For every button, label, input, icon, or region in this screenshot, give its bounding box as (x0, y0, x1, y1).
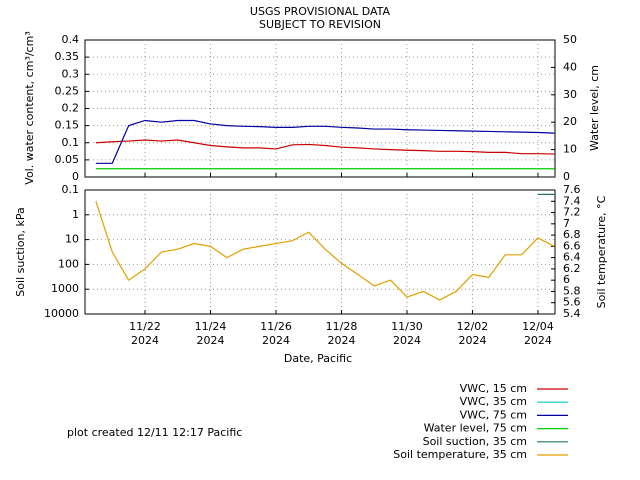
y-axis-label: Vol. water content, cm³/cm³ (23, 31, 36, 184)
x-tick-label: 11/24 2024 (195, 320, 227, 347)
y2-tick-label: 6.8 (563, 228, 581, 241)
plot-frame (84, 189, 556, 315)
annotation: plot created 12/11 12:17 Pacific (67, 426, 242, 439)
y2-tick-label: 6.2 (563, 262, 581, 275)
y-axis-label: Soil suction, kPa (14, 207, 27, 296)
legend-label: Soil suction, 35 cm (423, 435, 527, 448)
x-tick-label: 12/02 2024 (457, 320, 489, 347)
y2-tick-label: 6.4 (563, 251, 581, 264)
x-tick-label: 11/26 2024 (260, 320, 292, 347)
y-tick-label: 0.4 (62, 33, 80, 46)
chart-subtitle: SUBJECT TO REVISION (259, 18, 381, 31)
y-tick-label: 0.05 (55, 153, 80, 166)
legend-label: Water level, 75 cm (424, 422, 527, 435)
x-tick-label: 11/30 2024 (391, 320, 423, 347)
y2-tick-label: 50 (563, 33, 577, 46)
x-tick-label: 11/28 2024 (326, 320, 358, 347)
y2-axis-label: Water level, cm (588, 65, 601, 151)
legend-label: VWC, 15 cm (460, 382, 527, 395)
legend-label: Soil temperature, 35 cm (393, 448, 527, 461)
y2-tick-label: 7.2 (563, 206, 581, 219)
y2-tick-label: 5.6 (563, 296, 581, 309)
y-tick-label: 0.15 (55, 119, 80, 132)
legend-label: VWC, 35 cm (460, 395, 527, 408)
y2-tick-label: 0 (563, 170, 570, 183)
y-tick-label: 0 (72, 170, 79, 183)
y2-axis-label: Soil temperature, °C (595, 195, 608, 308)
y-tick-label: 0.2 (62, 102, 80, 115)
y2-tick-label: 5.4 (563, 307, 581, 320)
y2-tick-label: 5.8 (563, 284, 581, 297)
y-tick-label: 0.35 (55, 50, 80, 63)
series-line (95, 139, 555, 155)
y-tick-label: 0.1 (62, 183, 80, 196)
y-tick-label: 10 (65, 233, 79, 246)
y2-tick-label: 6.6 (563, 239, 581, 252)
y2-tick-label: 7 (563, 217, 570, 230)
y2-tick-label: 30 (563, 88, 577, 101)
x-tick-label: 12/04 2024 (522, 320, 554, 347)
x-tick-label: 11/22 2024 (129, 320, 161, 347)
y-tick-label: 0.1 (62, 136, 80, 149)
y2-tick-label: 40 (563, 60, 577, 73)
x-axis-label: Date, Pacific (284, 352, 352, 365)
y2-tick-label: 7.4 (563, 194, 581, 207)
series-line (95, 119, 555, 164)
y2-tick-label: 20 (563, 115, 577, 128)
chart-title: USGS PROVISIONAL DATA (250, 5, 391, 18)
legend-label: VWC, 75 cm (460, 408, 527, 421)
y-tick-label: 100 (58, 257, 79, 270)
y-tick-label: 10000 (44, 307, 79, 320)
y-tick-label: 1000 (51, 282, 79, 295)
y-tick-label: 0.25 (55, 84, 80, 97)
plot-frame (84, 39, 556, 178)
y-tick-label: 0.3 (62, 67, 80, 80)
y-tick-label: 1 (72, 208, 79, 221)
y2-tick-label: 10 (563, 143, 577, 156)
y2-tick-label: 7.6 (563, 183, 581, 196)
series-line (95, 201, 555, 301)
y2-tick-label: 6 (563, 273, 570, 286)
